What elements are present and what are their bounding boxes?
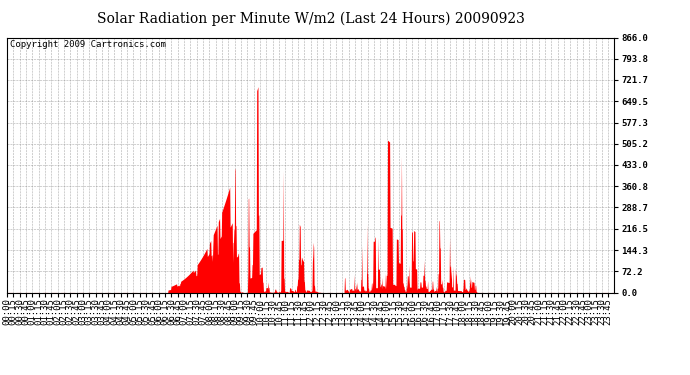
Text: Copyright 2009 Cartronics.com: Copyright 2009 Cartronics.com <box>10 40 166 49</box>
Text: Solar Radiation per Minute W/m2 (Last 24 Hours) 20090923: Solar Radiation per Minute W/m2 (Last 24… <box>97 11 524 26</box>
